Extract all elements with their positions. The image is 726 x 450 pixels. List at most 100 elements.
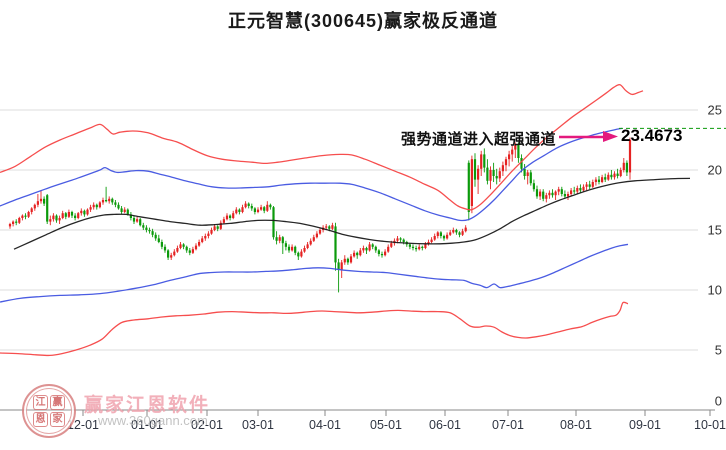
- candle-body: [334, 226, 337, 263]
- candle-body: [337, 262, 340, 270]
- candle-body: [300, 251, 303, 257]
- lower-outer-red-line: [0, 301, 629, 357]
- candle-body: [597, 179, 601, 182]
- candle-body: [151, 231, 154, 235]
- candle-body: [477, 168, 480, 180]
- candle-body: [297, 252, 300, 257]
- candle-body: [201, 238, 204, 242]
- candle-body: [418, 246, 421, 250]
- lower-inner-blue-line: [0, 243, 629, 303]
- candle-body: [238, 209, 241, 212]
- candle-body: [380, 254, 384, 256]
- candle-body: [154, 234, 157, 239]
- candle-body: [244, 203, 247, 208]
- candle-body: [98, 202, 101, 208]
- candle-body: [232, 213, 235, 218]
- candle-body: [176, 248, 179, 252]
- channel-level-value: 23.4673: [621, 126, 683, 145]
- candle-body: [489, 170, 492, 181]
- x-axis-label: 07-01: [492, 418, 524, 432]
- candle-body: [464, 227, 467, 232]
- candle-body: [194, 245, 198, 250]
- y-axis-label: 5: [715, 343, 722, 358]
- candle-body: [374, 246, 377, 251]
- candle-body: [43, 198, 46, 204]
- candle-body: [123, 209, 126, 212]
- candle-body: [117, 204, 120, 209]
- candle-body: [15, 221, 18, 223]
- upper-inner-blue-line: [0, 127, 623, 222]
- x-axis-label: 08-01: [560, 418, 592, 432]
- candle-body: [8, 224, 12, 227]
- candle-body: [61, 213, 64, 218]
- candle-body: [219, 222, 222, 229]
- candle-body: [343, 258, 346, 263]
- channel-annotation-label: 强势通道进入超强通道: [400, 131, 556, 148]
- candle-body: [309, 240, 312, 245]
- candle-body: [458, 232, 461, 235]
- candle-body: [545, 195, 548, 199]
- candle-body: [303, 248, 306, 252]
- candle-body: [272, 207, 275, 238]
- candle-body: [548, 192, 551, 196]
- candle-body: [105, 200, 108, 202]
- candle-body: [284, 243, 287, 247]
- candle-body: [179, 244, 182, 248]
- candle-body: [39, 198, 43, 202]
- candle-body: [207, 233, 210, 236]
- candle-body: [136, 219, 139, 222]
- candle-body: [563, 194, 566, 197]
- seal-char: 家: [50, 412, 65, 427]
- candle-body: [287, 246, 291, 251]
- y-axis-label: 0: [715, 394, 722, 409]
- candle-body: [346, 258, 349, 263]
- candle-body: [579, 188, 582, 191]
- x-axis-label: 03-01: [242, 418, 274, 432]
- candle-body: [80, 210, 83, 214]
- candle-body: [163, 246, 167, 251]
- watermark-brand-text: 赢家江恩软件: [84, 395, 211, 416]
- candle-body: [359, 250, 362, 256]
- candle-body: [225, 215, 229, 220]
- candle-body: [306, 244, 309, 248]
- candle-body: [198, 242, 201, 246]
- candle-body: [256, 209, 260, 212]
- candle-body: [480, 154, 483, 169]
- candle-body: [325, 226, 328, 228]
- candle-body: [269, 204, 272, 208]
- candle-body: [235, 209, 238, 214]
- candle-body: [95, 204, 98, 208]
- candle-body: [291, 246, 294, 251]
- candle-body: [483, 154, 486, 168]
- candle-body: [229, 215, 232, 218]
- x-axis-label: 09-01: [629, 418, 661, 432]
- candle-body: [492, 170, 495, 176]
- candle-body: [328, 226, 331, 229]
- candle-body: [421, 246, 424, 248]
- middle-black-line: [13, 177, 691, 250]
- candle-body: [408, 244, 411, 247]
- candle-body: [529, 172, 532, 184]
- candle-body: [532, 183, 535, 190]
- candle-body: [142, 225, 145, 228]
- candle-body: [535, 189, 539, 197]
- candle-body: [362, 248, 365, 251]
- candle-body: [486, 167, 489, 181]
- candle-body: [594, 179, 597, 182]
- candle-body: [539, 191, 542, 197]
- candle-body: [442, 236, 446, 239]
- candle-body: [77, 213, 80, 218]
- candle-body: [387, 246, 390, 252]
- candle-body: [523, 168, 526, 176]
- candle-body: [455, 230, 458, 233]
- candle-body: [185, 246, 188, 251]
- candle-body: [622, 162, 625, 170]
- candle-body: [585, 184, 588, 187]
- candle-body: [275, 237, 278, 241]
- upper-outer-red-line: [0, 84, 644, 211]
- candle-body: [160, 242, 163, 247]
- candle-body: [210, 230, 213, 234]
- x-axis-label: 01-01: [131, 418, 163, 432]
